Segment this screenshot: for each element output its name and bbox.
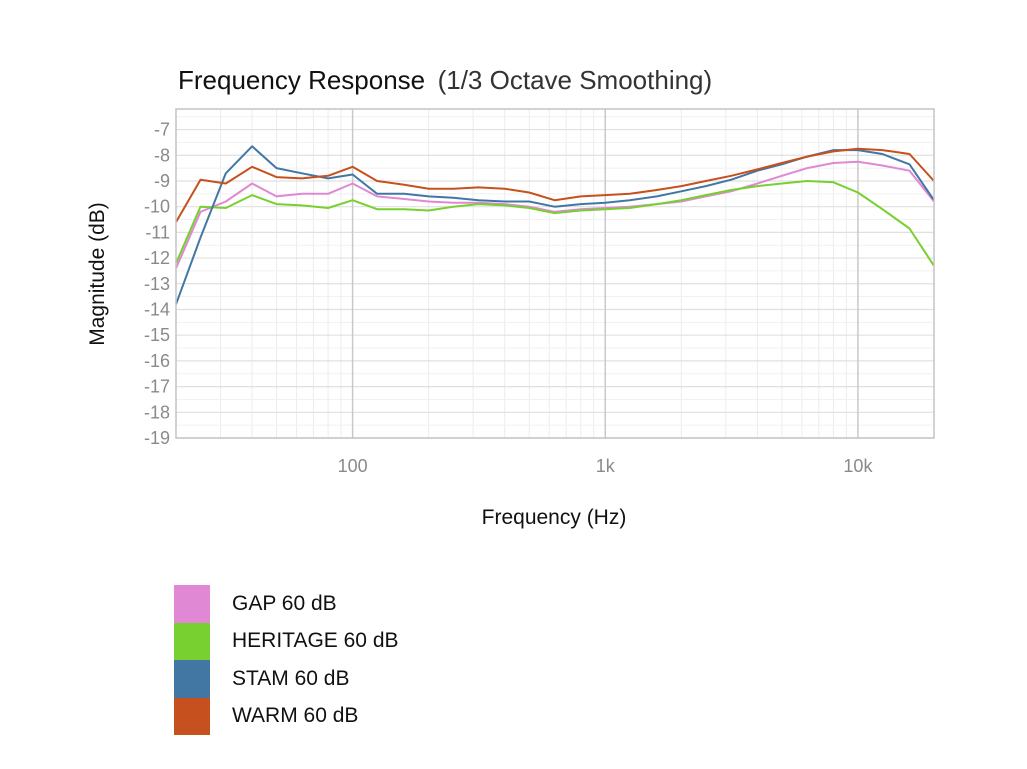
y-axis-label: Magnitude (dB) bbox=[86, 202, 109, 346]
legend-item-heritage-60-db: HERITAGE 60 dB bbox=[174, 622, 399, 660]
chart-title: Frequency Response (1/3 Octave Smoothing… bbox=[178, 65, 712, 95]
series-line-gap-60-db bbox=[175, 160, 935, 269]
legend-label: STAM 60 dB bbox=[232, 666, 350, 690]
y-tick-label: -17 bbox=[144, 377, 170, 397]
y-tick-label: -11 bbox=[145, 222, 170, 242]
legend-swatch bbox=[174, 660, 210, 698]
y-tick-label: -12 bbox=[144, 248, 170, 268]
y-tick-label: -7 bbox=[154, 120, 170, 140]
x-tick-labels: 100 1k 10k bbox=[338, 456, 874, 476]
legend-label: HERITAGE 60 dB bbox=[232, 629, 399, 653]
legend-swatch bbox=[174, 622, 210, 660]
major-gridlines bbox=[176, 109, 934, 439]
series-line-stam-60-db bbox=[175, 145, 935, 305]
y-tick-label: -14 bbox=[144, 299, 170, 319]
y-tick-label: -13 bbox=[144, 274, 170, 294]
chart-subtitle: (1/3 Octave Smoothing) bbox=[438, 65, 713, 95]
legend-label: WARM 60 dB bbox=[232, 704, 359, 728]
y-tick-label: -15 bbox=[144, 325, 170, 345]
series-line-heritage-60-db bbox=[175, 180, 935, 267]
y-tick-labels: -7 -8 -9 -10 -11 -12 -13 -14 -15 -16 -17 -18 -19 bbox=[144, 120, 170, 448]
legend: GAP 60 dB HERITAGE 60 dB STAM 60 dB WARM 60… bbox=[174, 585, 399, 735]
y-tick-label: -18 bbox=[144, 402, 170, 422]
chart-title-main: Frequency Response bbox=[178, 65, 425, 95]
x-tick-label: 1k bbox=[596, 456, 616, 476]
plot-frame bbox=[175, 108, 935, 439]
x-axis-label: Frequency (Hz) bbox=[482, 506, 627, 529]
x-tick-label: 100 bbox=[338, 456, 368, 476]
legend-item-stam-60-db: STAM 60 dB bbox=[174, 660, 399, 698]
y-tick-label: -16 bbox=[144, 351, 170, 371]
y-tick-label: -9 bbox=[154, 171, 170, 191]
legend-label: GAP 60 dB bbox=[232, 591, 337, 615]
y-tick-label: -8 bbox=[154, 145, 170, 165]
minor-gridlines bbox=[176, 109, 934, 438]
y-tick-label: -10 bbox=[144, 197, 170, 217]
x-tick-label: 10k bbox=[843, 456, 873, 476]
series-line-warm-60-db bbox=[175, 147, 935, 223]
y-tick-label: -19 bbox=[144, 428, 170, 448]
series-lines bbox=[175, 145, 935, 305]
legend-swatch bbox=[174, 585, 210, 623]
legend-item-warm-60-db: WARM 60 dB bbox=[174, 697, 399, 735]
legend-item-gap-60-db: GAP 60 dB bbox=[174, 585, 399, 623]
legend-swatch bbox=[174, 697, 210, 735]
